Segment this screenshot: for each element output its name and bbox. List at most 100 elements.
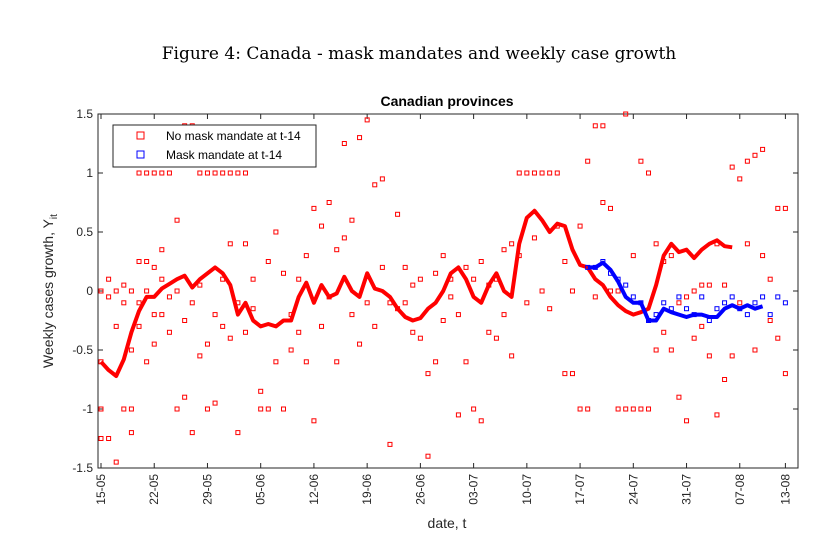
data-point xyxy=(699,294,705,300)
data-point xyxy=(585,406,591,412)
data-point xyxy=(379,176,385,182)
data-point xyxy=(539,288,545,294)
mask-average-line xyxy=(587,260,764,323)
y-tick-label: 0.5 xyxy=(76,225,93,239)
data-point xyxy=(684,306,690,312)
data-point xyxy=(562,259,568,264)
data-point xyxy=(600,123,606,129)
data-point xyxy=(288,347,294,353)
data-point xyxy=(425,453,431,459)
data-point xyxy=(197,282,203,288)
data-point xyxy=(440,318,446,323)
y-tick-label: -1.5 xyxy=(72,461,93,475)
data-point xyxy=(281,270,287,276)
data-point xyxy=(144,170,150,176)
data-point xyxy=(204,341,210,347)
y-axis-title-main: Weekly cases growth, Y xyxy=(40,218,56,368)
data-point xyxy=(258,388,264,394)
data-point xyxy=(486,329,492,335)
data-point xyxy=(760,253,766,259)
data-point xyxy=(782,371,788,377)
x-tick-label: 31-07 xyxy=(680,474,694,505)
x-tick-label: 19-06 xyxy=(360,474,374,505)
data-point xyxy=(334,247,340,253)
data-point xyxy=(220,323,226,329)
data-point xyxy=(159,170,165,176)
data-point xyxy=(554,170,560,176)
data-point xyxy=(174,217,180,223)
data-point xyxy=(638,406,644,412)
data-point xyxy=(577,223,583,229)
data-point xyxy=(569,371,575,377)
data-point xyxy=(364,117,370,123)
data-point xyxy=(767,276,773,282)
data-point xyxy=(296,329,302,335)
data-point xyxy=(121,282,127,288)
x-tick-label: 15-05 xyxy=(94,474,108,505)
data-point xyxy=(319,323,325,329)
data-point xyxy=(539,170,545,176)
data-point xyxy=(417,276,423,282)
data-point xyxy=(242,241,248,247)
data-point xyxy=(775,294,781,300)
data-point xyxy=(729,353,735,359)
data-point xyxy=(258,406,264,412)
no-mask-average-line xyxy=(99,208,733,378)
data-point xyxy=(121,406,127,412)
x-tick-label: 26-06 xyxy=(413,474,427,505)
y-tick-label: 1 xyxy=(86,166,93,180)
data-point xyxy=(349,312,355,318)
data-point xyxy=(319,223,325,229)
data-point xyxy=(311,205,317,211)
data-point xyxy=(106,436,112,441)
data-point xyxy=(402,264,408,270)
data-point xyxy=(220,170,226,176)
legend-marker-mask xyxy=(136,150,145,159)
data-point xyxy=(661,300,667,306)
data-point xyxy=(189,300,195,306)
data-point xyxy=(737,176,743,182)
data-point xyxy=(752,347,758,353)
data-point xyxy=(136,300,142,306)
data-point xyxy=(706,282,712,288)
data-point xyxy=(501,247,507,253)
y-tick-label: -0.5 xyxy=(72,343,93,357)
data-point xyxy=(227,335,233,341)
data-point xyxy=(547,170,553,176)
data-point xyxy=(455,412,461,418)
data-point xyxy=(630,294,636,300)
data-point xyxy=(425,371,431,377)
data-point xyxy=(128,430,134,436)
data-point xyxy=(341,235,347,241)
data-point xyxy=(144,259,150,264)
data-point xyxy=(227,170,233,176)
data-point xyxy=(531,235,537,241)
data-point xyxy=(144,359,150,365)
data-point xyxy=(607,205,613,211)
x-tick-label: 10-07 xyxy=(520,474,534,505)
data-point xyxy=(615,288,621,294)
data-point xyxy=(113,288,119,294)
data-point xyxy=(166,170,172,176)
data-point xyxy=(341,141,347,146)
data-point xyxy=(630,406,636,412)
data-point xyxy=(364,300,370,306)
data-point xyxy=(151,341,157,347)
data-point xyxy=(699,323,705,329)
data-point xyxy=(387,441,393,447)
data-point xyxy=(189,430,195,436)
x-tick-label: 24-07 xyxy=(626,474,640,505)
data-point xyxy=(676,394,682,400)
data-point xyxy=(151,170,157,176)
data-point xyxy=(98,288,104,294)
data-point xyxy=(357,135,363,141)
data-point xyxy=(729,294,735,300)
data-point xyxy=(106,276,112,282)
data-point xyxy=(592,123,598,129)
data-point xyxy=(729,164,735,170)
data-point xyxy=(128,406,134,412)
legend-box xyxy=(112,124,317,168)
data-point xyxy=(646,406,652,412)
data-point xyxy=(379,264,385,270)
